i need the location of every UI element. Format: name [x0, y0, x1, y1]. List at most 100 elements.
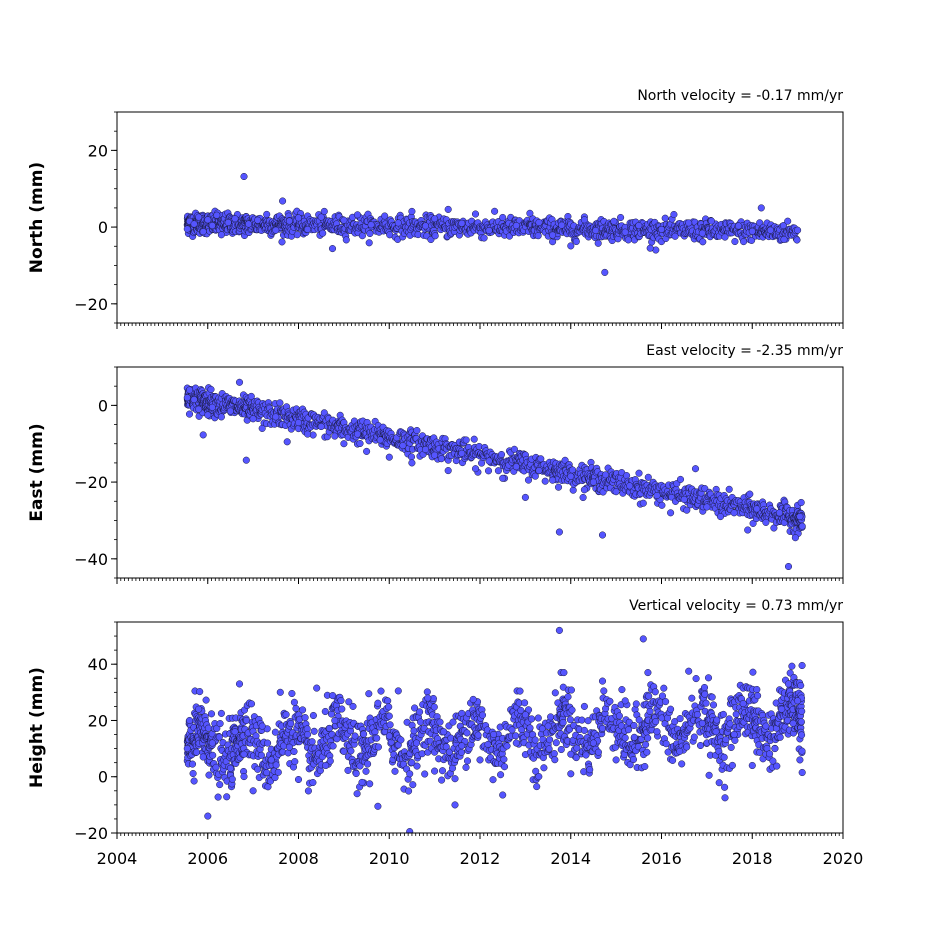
east-y-axis-label: East (mm)	[27, 423, 47, 521]
east-cloud-point	[570, 487, 577, 494]
east-data-point	[273, 414, 280, 421]
height-data-point	[341, 748, 348, 755]
east-data-point	[209, 404, 216, 411]
north-data-point	[549, 232, 556, 239]
east-cloud-point	[438, 455, 445, 462]
height-cloud-point	[716, 779, 723, 786]
height-cloud-point	[405, 788, 412, 795]
north-data-point	[558, 222, 565, 229]
north-cloud-point	[671, 211, 678, 218]
height-cloud-point	[546, 736, 553, 743]
north-cloud-point	[535, 232, 542, 239]
north-data-point	[486, 227, 493, 234]
height-data-point	[413, 740, 420, 747]
height-cloud-point	[293, 705, 300, 712]
north-cloud-point	[481, 235, 488, 242]
east-data-point	[422, 446, 429, 453]
height-data-point	[797, 757, 804, 764]
height-cloud-point	[541, 765, 548, 772]
height-cloud-point	[595, 749, 602, 756]
east-data-point	[640, 500, 647, 507]
north-cloud-point	[491, 208, 498, 215]
height-cloud-point	[546, 746, 553, 753]
height-cloud-point	[338, 697, 345, 704]
height-cloud-point	[798, 732, 805, 739]
height-data-point	[778, 706, 785, 713]
height-cloud-point	[421, 771, 428, 778]
north-data-point	[304, 226, 311, 233]
east-data-point	[549, 477, 556, 484]
east-data-point	[191, 396, 198, 403]
north-data-point	[536, 219, 543, 226]
north-cloud-point	[794, 237, 801, 244]
height-cloud-point	[721, 754, 728, 761]
height-cloud-point	[215, 794, 222, 801]
height-cloud-point	[273, 762, 280, 769]
height-data-point	[631, 734, 638, 741]
height-cloud-point	[701, 684, 708, 691]
east-cloud-point	[677, 476, 684, 483]
height-data-point	[499, 792, 506, 799]
height-data-point	[375, 803, 382, 810]
east-data-point	[284, 439, 291, 446]
height-cloud-point	[642, 763, 649, 770]
north-data-point	[254, 217, 261, 224]
east-cloud-point	[186, 411, 193, 418]
height-cloud-point	[652, 689, 659, 696]
height-data-point	[200, 754, 207, 761]
height-data-point	[218, 710, 225, 717]
east-data-point	[295, 419, 302, 426]
east-data-point	[799, 523, 806, 530]
height-data-point	[191, 778, 198, 785]
east-point-cloud	[184, 384, 805, 536]
height-data-point	[350, 703, 357, 710]
height-cloud-point	[720, 711, 727, 718]
east-cloud-point	[798, 499, 805, 506]
east-data-point	[590, 479, 597, 486]
height-cloud-point	[378, 688, 385, 695]
height-cloud-point	[799, 662, 806, 669]
height-cloud-point	[504, 743, 511, 750]
height-cloud-point	[452, 775, 459, 782]
height-cloud-point	[479, 712, 486, 719]
north-data-point	[184, 226, 191, 233]
height-cloud-point	[328, 711, 335, 718]
east-data-point	[704, 504, 711, 511]
height-data-point	[613, 757, 620, 764]
east-data-point	[259, 425, 266, 432]
north-data-point	[209, 222, 216, 229]
height-data-point	[322, 762, 329, 769]
height-cloud-point	[547, 714, 554, 721]
north-cloud-point	[617, 214, 624, 221]
north-data-point	[527, 210, 534, 217]
height-cloud-point	[645, 693, 652, 700]
height-cloud-point	[416, 709, 423, 716]
east-data-point	[692, 465, 699, 472]
height-cloud-point	[567, 716, 574, 723]
north-data-point	[611, 218, 618, 225]
north-y-tick-label: 0	[98, 218, 108, 237]
height-cloud-point	[789, 663, 796, 670]
east-cloud-point	[636, 470, 643, 477]
height-cloud-point	[411, 728, 418, 735]
north-cloud-point	[279, 239, 286, 246]
north-data-point	[513, 222, 520, 229]
height-cloud-point	[299, 707, 306, 714]
north-cloud-point	[595, 240, 602, 247]
height-data-point	[713, 728, 720, 735]
height-cloud-point	[203, 697, 210, 704]
east-cloud-point	[645, 474, 652, 481]
east-data-point	[409, 460, 416, 467]
height-cloud-point	[705, 675, 712, 682]
north-data-point	[749, 228, 756, 235]
height-cloud-point	[439, 767, 446, 774]
height-cloud-point	[490, 776, 497, 783]
height-cloud-point	[360, 731, 367, 738]
height-cloud-point	[310, 712, 317, 719]
height-cloud-point	[552, 756, 559, 763]
height-cloud-point	[285, 750, 292, 757]
north-data-point	[781, 236, 788, 243]
height-cloud-point	[568, 771, 575, 778]
height-cloud-point	[291, 699, 298, 706]
